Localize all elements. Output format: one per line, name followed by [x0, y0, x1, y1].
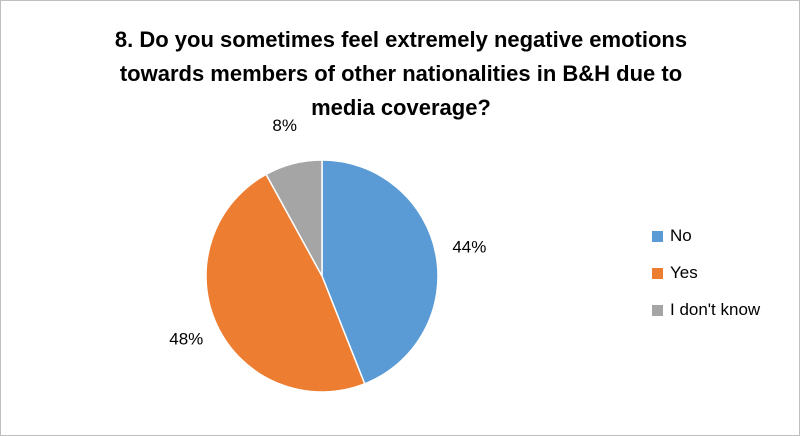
data-label-yes: 48%: [169, 329, 203, 348]
chart-title: 8. Do you sometimes feel extremely negat…: [114, 27, 688, 120]
legend: No Yes I don't know: [652, 226, 761, 338]
legend-swatch-no: [652, 230, 663, 242]
legend-item-yes: Yes: [652, 263, 760, 282]
legend-swatch-dont-know: [652, 304, 663, 316]
data-label-no: 44%: [452, 237, 486, 256]
legend-label-dont-know: I don't know: [670, 300, 761, 319]
legend-label-no: No: [670, 226, 692, 245]
legend-item-dont-know: I don't know: [652, 300, 761, 319]
slice-dont-know: [265, 159, 323, 277]
slice-yes: [205, 173, 366, 393]
legend-label-yes: Yes: [670, 263, 698, 282]
slice-no: [321, 159, 439, 385]
legend-item-no: No: [652, 226, 760, 245]
legend-swatch-yes: [652, 267, 663, 279]
data-label-dont-know: 8%: [272, 116, 297, 135]
